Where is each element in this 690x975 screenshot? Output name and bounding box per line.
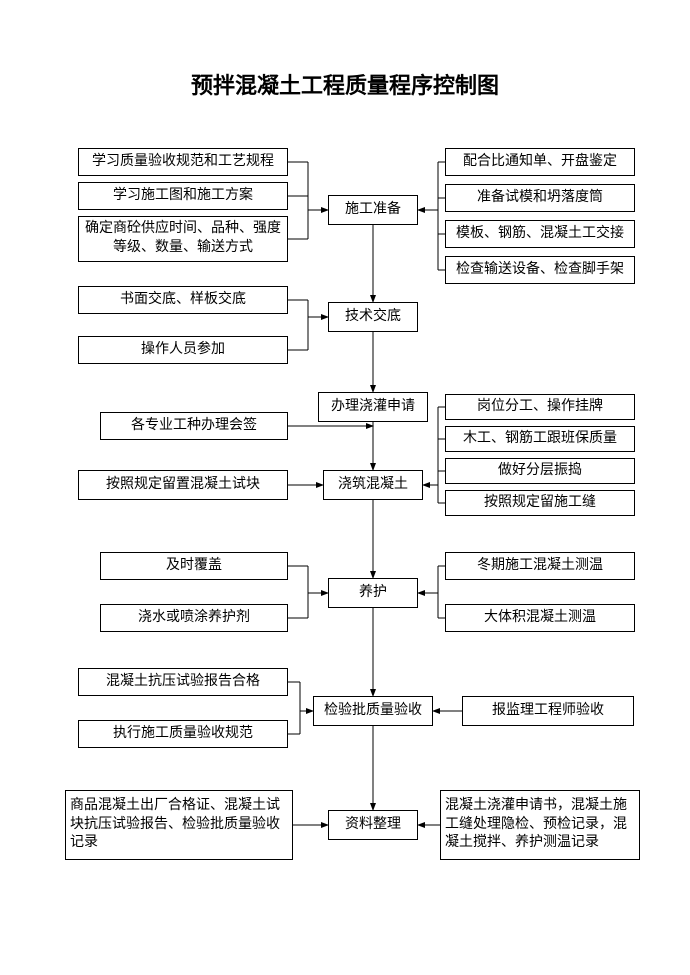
node-l3: 确定商砼供应时间、品种、强度等级、数量、输送方式 [78,216,288,262]
node-tech: 技术交底 [328,302,418,332]
node-r2: 准备试模和坍落度筒 [445,184,635,212]
node-l8: 及时覆盖 [100,552,288,580]
node-inspect: 检验批质量验收 [313,696,433,726]
node-cure: 养护 [328,578,418,608]
node-l2: 学习施工图和施工方案 [78,182,288,210]
node-r12: 混凝土浇灌申请书，混凝土施工缝处理隐检、预检记录，混凝土搅拌、养护测温记录 [440,790,640,860]
node-r9: 冬期施工混凝土测温 [445,552,635,580]
node-r7: 做好分层振捣 [445,458,635,484]
node-l10: 混凝土抗压试验报告合格 [78,668,288,696]
node-pour: 浇筑混凝土 [323,470,423,500]
node-r6: 木工、钢筋工跟班保质量 [445,426,635,452]
node-l4: 书面交底、样板交底 [78,286,288,314]
node-r4: 检查输送设备、检查脚手架 [445,256,635,284]
node-r5: 岗位分工、操作挂牌 [445,394,635,420]
node-l5: 操作人员参加 [78,336,288,364]
node-r10: 大体积混凝土测温 [445,604,635,632]
node-r8: 按照规定留施工缝 [445,490,635,516]
node-l6: 各专业工种办理会签 [100,412,288,440]
node-l9: 浇水或喷涂养护剂 [100,604,288,632]
node-l1: 学习质量验收规范和工艺规程 [78,148,288,176]
node-prep: 施工准备 [328,195,418,225]
node-l11: 执行施工质量验收规范 [78,720,288,748]
node-apply: 办理浇灌申请 [318,392,428,422]
node-r3: 模板、钢筋、混凝土工交接 [445,220,635,248]
node-l12: 商品混凝土出厂合格证、混凝土试块抗压试验报告、检验批质量验收记录 [65,790,293,860]
node-doc: 资料整理 [328,810,418,840]
node-r1: 配合比通知单、开盘鉴定 [445,148,635,176]
node-r11: 报监理工程师验收 [462,696,634,726]
node-l7: 按照规定留置混凝土试块 [78,470,288,500]
